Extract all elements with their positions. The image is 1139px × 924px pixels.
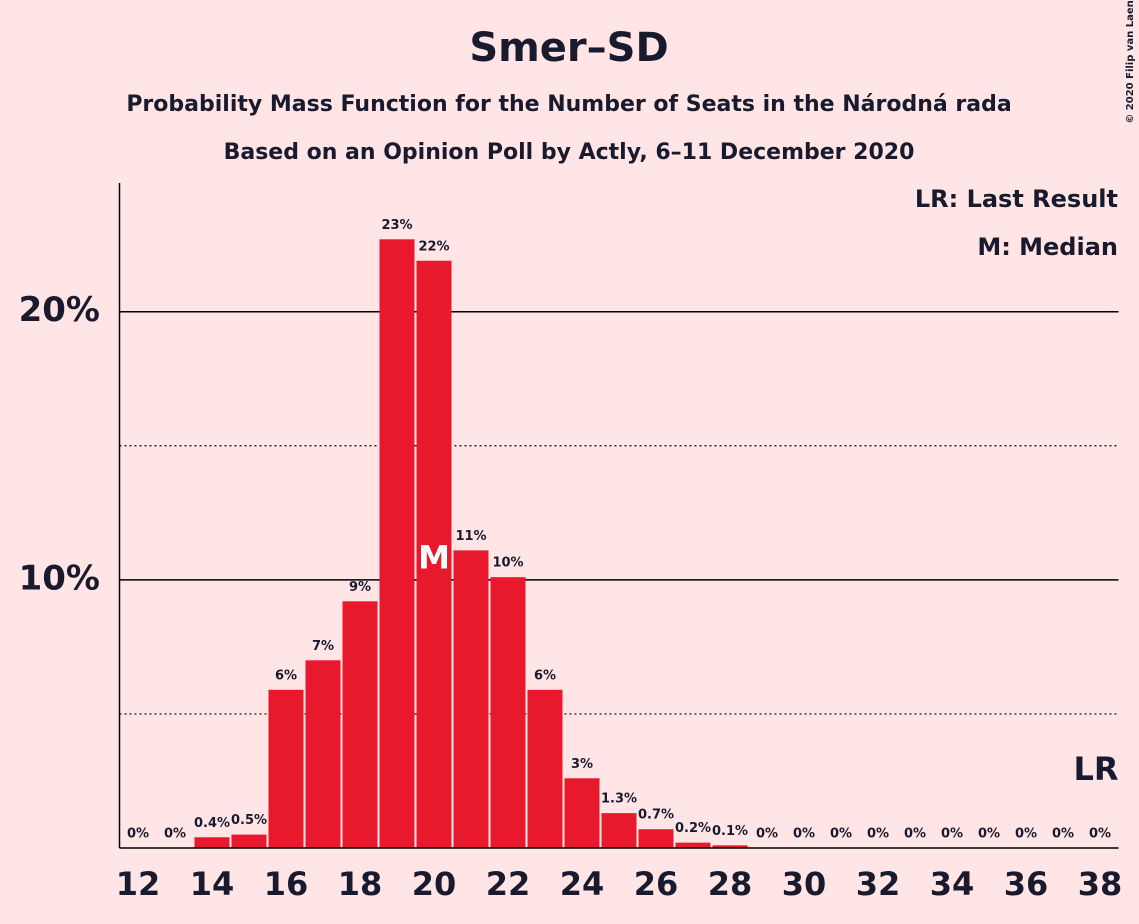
value-label: 23% <box>381 218 412 233</box>
value-label: 0% <box>1089 827 1111 842</box>
legend-entry: M: Median <box>977 233 1118 261</box>
chart-subtitle: Probability Mass Function for the Number… <box>126 92 1011 117</box>
x-tick-label: 28 <box>708 865 753 903</box>
x-tick-label: 16 <box>264 865 309 903</box>
value-label: 6% <box>534 668 556 683</box>
bar <box>342 601 378 848</box>
median-marker: M <box>418 538 450 576</box>
x-tick-label: 12 <box>116 865 161 903</box>
bar <box>416 260 452 848</box>
bar <box>490 577 526 848</box>
value-label: 1.3% <box>601 792 637 807</box>
value-label: 0% <box>867 827 889 842</box>
bar <box>305 660 341 848</box>
value-label: 0% <box>978 827 1000 842</box>
bar <box>194 837 230 848</box>
y-tick-label: 10% <box>19 558 100 598</box>
x-tick-label: 24 <box>560 865 605 903</box>
bar <box>638 829 674 848</box>
x-tick-label: 32 <box>856 865 901 903</box>
x-tick-label: 26 <box>634 865 679 903</box>
value-label: 0% <box>1052 827 1074 842</box>
chart-subtitle: Based on an Opinion Poll by Actly, 6–11 … <box>224 140 915 165</box>
y-tick-label: 20% <box>19 290 100 330</box>
x-tick-label: 36 <box>1004 865 1049 903</box>
bar <box>601 813 637 848</box>
bar <box>675 842 711 848</box>
value-label: 11% <box>455 529 486 544</box>
value-label: 0% <box>164 827 186 842</box>
value-label: 9% <box>349 580 371 595</box>
bar <box>527 689 563 848</box>
value-label: 0.4% <box>194 816 230 831</box>
value-label: 0.1% <box>712 824 748 839</box>
value-label: 0% <box>830 827 852 842</box>
x-tick-label: 38 <box>1078 865 1123 903</box>
bar <box>379 239 415 848</box>
legend-entry: LR: Last Result <box>915 185 1118 213</box>
value-label: 10% <box>492 556 523 571</box>
x-tick-label: 22 <box>486 865 531 903</box>
last-result-marker: LR <box>1073 750 1118 788</box>
value-label: 0.5% <box>231 813 267 828</box>
value-label: 0% <box>904 827 926 842</box>
value-label: 0.7% <box>638 808 674 823</box>
bar <box>268 689 304 848</box>
bar <box>712 845 748 848</box>
chart-title: Smer–SD <box>469 25 668 71</box>
x-tick-label: 30 <box>782 865 827 903</box>
value-label: 0% <box>793 827 815 842</box>
value-label: 3% <box>571 757 593 772</box>
bar <box>564 778 600 848</box>
x-tick-label: 14 <box>190 865 235 903</box>
bar <box>453 550 489 848</box>
value-label: 7% <box>312 639 334 654</box>
bar <box>231 834 267 848</box>
value-label: 0.2% <box>675 821 711 836</box>
value-label: 6% <box>275 668 297 683</box>
x-tick-label: 20 <box>412 865 457 903</box>
value-label: 0% <box>127 827 149 842</box>
copyright: © 2020 Filip van Laenen <box>1125 0 1136 124</box>
value-label: 0% <box>756 827 778 842</box>
x-tick-label: 34 <box>930 865 975 903</box>
value-label: 0% <box>1015 827 1037 842</box>
x-tick-label: 18 <box>338 865 383 903</box>
value-label: 22% <box>418 239 449 254</box>
value-label: 0% <box>941 827 963 842</box>
